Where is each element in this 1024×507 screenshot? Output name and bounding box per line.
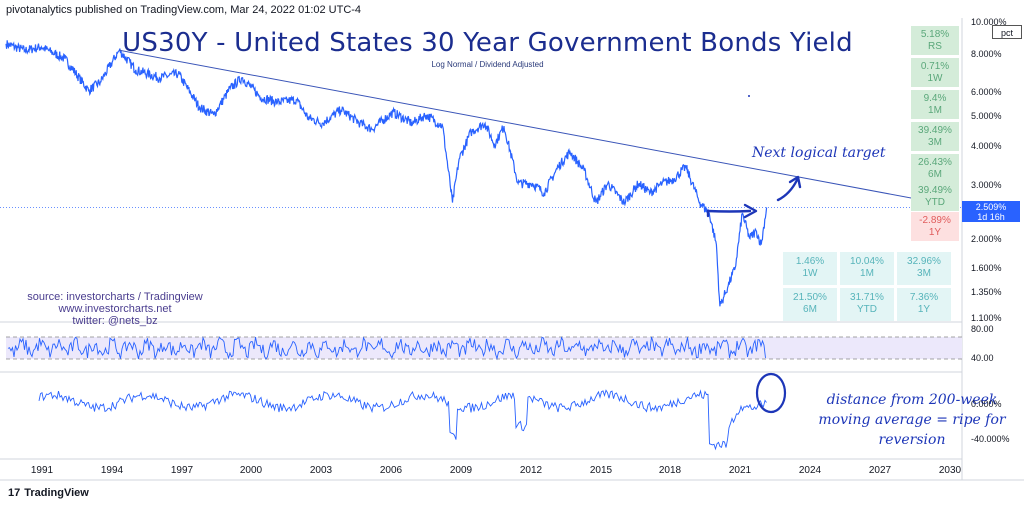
x-tick-label: 1991 [30,465,54,476]
deviation-series-line [38,389,767,451]
perf-value: 26.43% [918,157,952,168]
x-tick-label: 2024 [798,465,822,476]
perf-period: YTD [925,197,945,208]
perf-value: 0.71% [920,61,950,72]
perf-period: 3M [917,268,931,279]
perf-box-1y: -2.89% 1Y [911,212,959,241]
perf-box-6m: 26.43% 6M [911,154,959,183]
price-series-line [5,40,768,307]
source-credits: source: investorcharts / Tradingview www… [20,291,210,327]
perf-cell-1w: 1.46% 1W [783,252,837,285]
perf-box-rs: 5.18% RS [911,26,959,55]
perf-box-1m: 9.4% 1M [911,90,959,119]
trendline [119,49,951,206]
x-tick-label: 2030 [938,465,962,476]
source-line: www.investorcharts.net [58,303,172,315]
axis-unit-button[interactable]: pct [992,25,1022,39]
last-price-time: 1d 16h [977,212,1005,222]
distance-annotation-line: reversion [878,432,946,448]
y-tick-label: 2.000% [971,234,1002,244]
perf-period: RS [928,41,942,52]
perf-value: 7.36% [909,292,939,303]
perf-period: 6M [803,304,817,315]
perf-period: 1Y [917,304,931,315]
source-line: twitter: @nets_bz [72,315,158,327]
rsi-series-line [7,336,766,361]
source-line: source: investorcharts / Tradingview [27,291,203,303]
last-price-tag: 2.509% 1d 16h [962,201,1020,222]
perf-value: 5.18% [920,29,950,40]
distance-annotation: distance from 200-week moving average = … [792,390,1024,450]
x-tick-label: 2006 [379,465,403,476]
rsi-tick-label: 80.00 [971,324,994,334]
perf-cell-ytd: 31.71% YTD [840,288,894,321]
last-price-value: 2.509% [975,202,1007,212]
distance-annotation-line: moving average = ripe for [818,412,1006,428]
x-tick-label: 2018 [658,465,682,476]
deviation-tick-label: 0.000% [971,399,1002,409]
perf-cell-1m: 10.04% 1M [840,252,894,285]
x-tick-label: 1997 [170,465,194,476]
publisher-header: pivotanalytics published on TradingView.… [6,4,362,16]
tradingview-logo[interactable]: 17 TradingView [8,487,89,499]
target-annotation: Next logical target [752,145,886,161]
distance-annotation-line: distance from 200-week [826,392,998,408]
y-tick-label: 10.000% [971,17,1007,27]
perf-period: 1W [927,73,943,84]
y-tick-label: 1.600% [971,263,1002,273]
y-tick-label: 4.000% [971,141,1002,151]
perf-value: 39.49% [918,125,952,136]
projection-arrowhead [743,203,758,219]
chart-title: US30Y - United States 30 Year Government… [122,28,853,58]
rsi-tick-label: 40.00 [971,353,994,363]
deviation-circle [755,372,787,414]
rsi-band [6,337,962,359]
tradingview-logo-text: TradingView [24,487,89,499]
perf-cell-6m: 21.50% 6M [783,288,837,321]
perf-period: 3M [928,137,942,148]
x-tick-label: 2027 [868,465,892,476]
x-tick-label: 2021 [728,465,752,476]
perf-value: -2.89% [919,215,951,226]
x-tick-label: 2015 [589,465,613,476]
perf-box-1w: 0.71% 1W [911,58,959,87]
perf-value: 39.49% [918,185,952,196]
perf-period: 1W [802,268,818,279]
x-tick-label: 2000 [239,465,263,476]
y-tick-label: 8.000% [971,49,1002,59]
perf-box-3m: 39.49% 3M [911,122,959,151]
perf-value: 31.71% [850,292,884,303]
perf-box-ytd: 39.49% YTD [911,182,959,211]
perf-value: 9.4% [923,93,947,104]
x-tick-label: 2009 [449,465,473,476]
perf-cell-3m: 32.96% 3M [897,252,951,285]
deviation-tick-label: -40.000% [971,434,1010,444]
perf-period: 1Y [928,227,942,238]
x-tick-label: 2003 [309,465,333,476]
tradingview-logo-icon: 17 [8,487,21,499]
y-tick-label: 5.000% [971,111,1002,121]
y-tick-label: 1.350% [971,287,1002,297]
perf-value: 32.96% [907,256,941,267]
target-arrowhead [788,175,802,189]
y-tick-label: 3.000% [971,180,1002,190]
perf-cell-1y: 7.36% 1Y [897,288,951,321]
x-tick-label: 1994 [100,465,124,476]
perf-period: YTD [857,304,877,315]
projection-arrow [706,209,752,218]
perf-value: 21.50% [793,292,827,303]
perf-period: 1M [860,268,874,279]
x-tick-label: 2012 [519,465,543,476]
annotation-dot [748,95,750,97]
perf-value: 10.04% [850,256,884,267]
perf-period: 1M [928,105,942,116]
chart-subtitle: Log Normal / Dividend Adjusted [431,60,544,69]
perf-period: 6M [928,169,942,180]
y-tick-label: 1.100% [971,313,1002,323]
target-arrow [776,178,799,202]
perf-value: 1.46% [795,256,825,267]
y-tick-label: 6.000% [971,87,1002,97]
